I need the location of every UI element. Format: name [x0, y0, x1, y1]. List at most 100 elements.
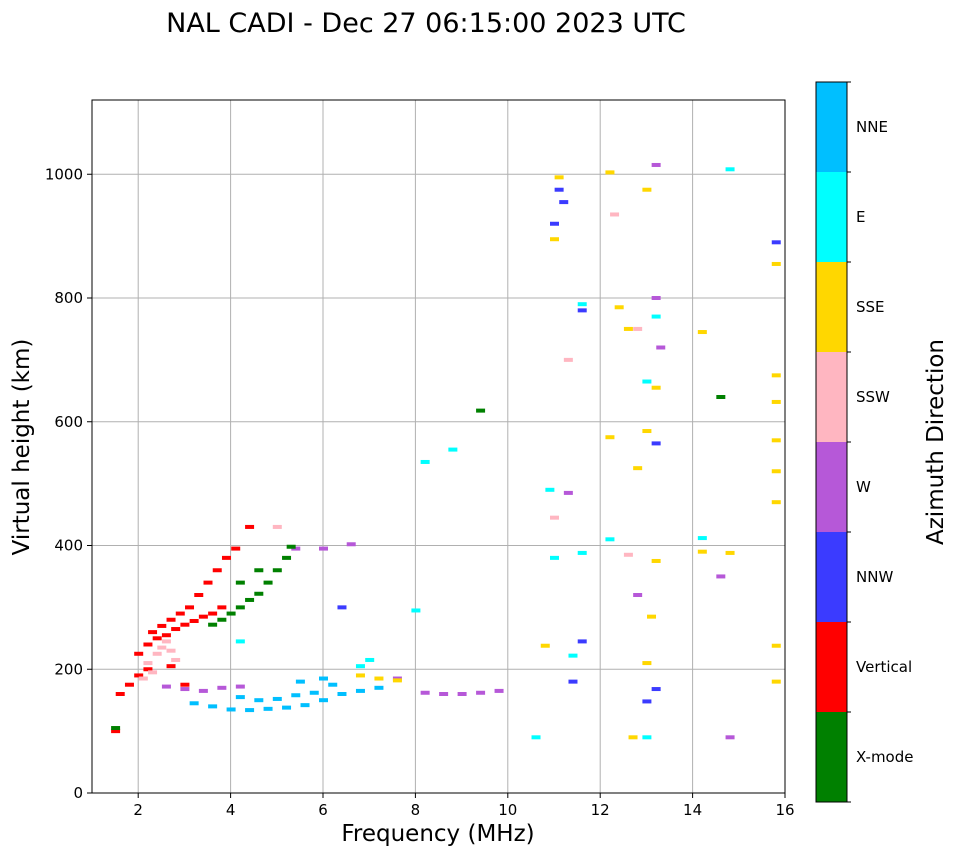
echo-point-sse [642, 429, 652, 434]
echo-point-w [476, 690, 486, 695]
echo-point-vertical [152, 636, 162, 641]
echo-point-w [198, 688, 208, 693]
echo-point-sse [771, 261, 781, 266]
colorbar-label: E [856, 208, 865, 226]
echo-point-vertical [175, 611, 185, 616]
echo-point-vertical [124, 682, 134, 687]
echo-point-vertical [245, 524, 255, 529]
echo-point-e [550, 555, 559, 560]
echo-point-vertical [185, 605, 195, 610]
echo-point-sse [605, 170, 615, 175]
echo-point-nne [319, 698, 328, 703]
echo-point-sse [605, 435, 615, 440]
y-tick-label: 600 [54, 413, 83, 431]
colorbar-segment-nnw [816, 532, 847, 622]
echo-point-e [235, 639, 245, 644]
y-tick-label: 400 [54, 537, 83, 555]
echo-point-x-mode [476, 408, 486, 413]
echo-point-x-mode [263, 580, 273, 585]
echo-point-nne [300, 703, 310, 708]
echo-point-x-mode [235, 605, 245, 610]
echo-point-sse [647, 614, 657, 619]
echo-point-vertical [134, 673, 144, 678]
x-tick-label: 16 [775, 801, 794, 819]
colorbar-segment-x-mode [816, 712, 847, 802]
echo-point-sse [392, 678, 402, 683]
echo-point-x-mode [716, 395, 726, 399]
echo-point-vertical [180, 682, 190, 687]
echo-point-vertical [157, 623, 167, 628]
echo-point-w [716, 574, 726, 579]
echo-point-x-mode [272, 568, 282, 573]
echo-point-nne [309, 690, 319, 695]
echo-point-nne [208, 704, 218, 709]
echo-point-sse [550, 237, 559, 242]
echo-point-sse [614, 305, 624, 310]
echo-point-w [725, 735, 735, 740]
echo-point-nne [263, 706, 273, 711]
echo-point-ssw [152, 651, 162, 656]
echo-point-sse [771, 643, 781, 648]
echo-point-vertical [180, 622, 190, 627]
echo-point-w [656, 345, 666, 350]
echo-point-e [568, 653, 578, 658]
echo-point-ssw [272, 524, 282, 529]
echo-point-nnw [577, 639, 587, 644]
x-tick-label: 8 [411, 801, 421, 819]
echo-point-x-mode [254, 591, 264, 596]
echo-point-vertical [189, 618, 199, 623]
colorbar-frame [815, 81, 848, 803]
echo-point-vertical [134, 651, 144, 656]
echo-point-w [420, 690, 430, 695]
colorbar-label: SSE [856, 298, 885, 316]
x-tick-label: 14 [683, 801, 702, 819]
x-tick-label: 6 [318, 801, 328, 819]
echo-point-nne [337, 692, 347, 696]
echo-point-vertical [221, 555, 231, 560]
echo-point-nne [245, 708, 255, 713]
echo-point-vertical [203, 580, 213, 585]
echo-point-nnw [554, 187, 564, 192]
echo-point-w [651, 162, 661, 167]
echo-point-ssw [161, 639, 171, 644]
echo-point-w [563, 490, 573, 495]
echo-point-vertical [166, 617, 176, 622]
echo-point-nnw [550, 221, 559, 226]
echo-point-vertical [212, 568, 222, 573]
x-tick-label: 2 [133, 801, 143, 819]
echo-point-x-mode [282, 555, 292, 560]
echo-point-nnw [651, 687, 661, 692]
echo-point-sse [633, 466, 643, 471]
echo-point-vertical [111, 729, 121, 734]
echo-point-w [651, 296, 661, 300]
echo-point-nne [235, 695, 245, 700]
colorbar-label: W [856, 478, 871, 496]
echo-point-sse [374, 676, 384, 681]
echo-point-e [545, 487, 555, 492]
echo-point-sse [540, 643, 550, 648]
echo-point-ssw [563, 357, 573, 362]
echo-point-vertical [143, 667, 153, 672]
plot-frame [91, 99, 786, 794]
echo-point-w [457, 692, 467, 696]
x-tick-label: 10 [498, 801, 517, 819]
echo-point-e [365, 657, 375, 662]
echo-point-sse [642, 187, 652, 192]
echo-point-ssw [157, 645, 167, 650]
echo-point-w [633, 593, 643, 597]
echo-point-e [411, 608, 421, 613]
echo-point-w [494, 688, 504, 693]
echo-point-e [420, 459, 430, 464]
y-tick-label: 1000 [45, 165, 83, 183]
colorbar-segment-sse [816, 262, 847, 352]
echo-point-nne [328, 682, 338, 687]
echo-point-sse [651, 385, 661, 390]
colorbar-label: NNW [856, 568, 893, 586]
echo-point-nne [254, 698, 264, 703]
echo-point-e [697, 536, 707, 541]
colorbar-segment-ssw [816, 352, 847, 442]
echo-point-sse [771, 373, 781, 378]
echo-point-vertical [217, 605, 227, 610]
echo-point-e [355, 664, 365, 669]
